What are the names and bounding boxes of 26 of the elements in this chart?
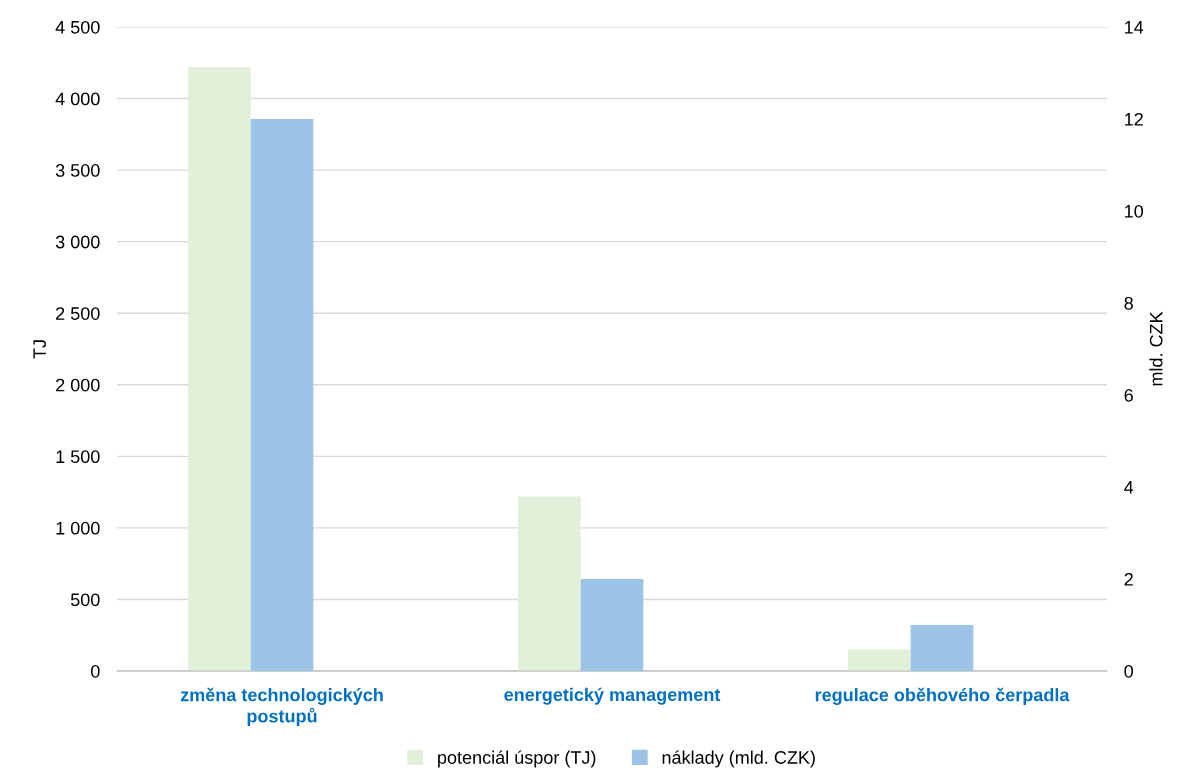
x-tick-label: energetický management <box>504 687 721 705</box>
y-tick-label: 3 500 <box>55 164 100 177</box>
y-tick-label: 1 000 <box>56 521 100 535</box>
y-tick-label: 3 000 <box>55 235 100 249</box>
y2-tick-label: 6 <box>1124 388 1133 402</box>
y-axis-title: TJ <box>33 340 47 359</box>
y-tick-label: 2 000 <box>56 378 100 392</box>
y2-tick-label: 2 <box>1124 572 1133 586</box>
y-tick-label: 0 <box>91 664 100 678</box>
bar <box>910 625 974 671</box>
y-tick-label: 4 500 <box>55 20 100 34</box>
y-tick-label: 1 500 <box>56 450 100 464</box>
legend-label: náklady (mld. CZK) <box>662 750 815 768</box>
x-tick-label: změna technologických postupů <box>180 687 383 727</box>
legend-label: potenciál úspor (TJ) <box>438 750 596 768</box>
y-tick-label: 2 500 <box>56 307 100 320</box>
y-tick-label: 4 000 <box>55 92 100 106</box>
y2-tick-label: 4 <box>1124 481 1134 494</box>
y2-tick-label: 12 <box>1125 112 1143 126</box>
y-tick-label: 500 <box>70 593 100 607</box>
y2-tick-label: 8 <box>1124 296 1133 310</box>
y2-tick-label: 10 <box>1125 204 1144 218</box>
y2-tick-label: 14 <box>1125 21 1144 34</box>
y2-axis-title: mld. CZK <box>1149 311 1163 386</box>
x-tick-label: regulace oběhového čerpadla <box>815 687 1070 705</box>
y2-tick-label: 0 <box>1124 664 1133 678</box>
